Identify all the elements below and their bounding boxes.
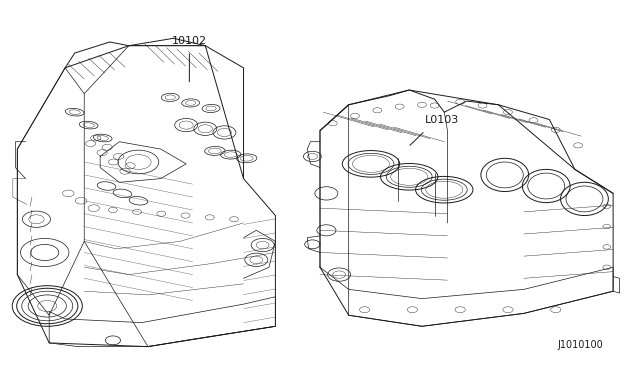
Text: J1010100: J1010100 [558,340,604,350]
Text: L0103: L0103 [425,115,460,125]
Text: 10102: 10102 [172,36,207,46]
